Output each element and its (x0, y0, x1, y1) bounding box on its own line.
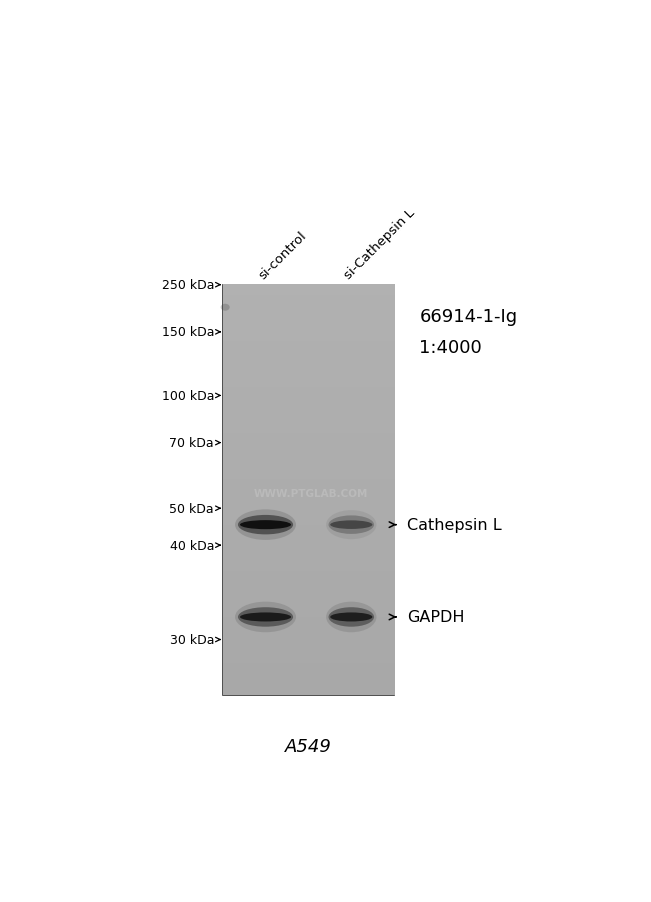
Text: 70 kDa: 70 kDa (169, 437, 214, 449)
Text: 40 kDa: 40 kDa (169, 539, 214, 552)
Text: Cathepsin L: Cathepsin L (407, 518, 501, 532)
Ellipse shape (238, 608, 293, 627)
Text: 66914-1-Ig: 66914-1-Ig (419, 308, 518, 326)
Bar (223, 285, 394, 695)
Text: 100 kDa: 100 kDa (161, 390, 214, 402)
Text: GAPDH: GAPDH (407, 610, 464, 625)
Ellipse shape (221, 304, 230, 311)
Text: si-Cathepsin L: si-Cathepsin L (342, 207, 418, 281)
Ellipse shape (329, 608, 374, 627)
Ellipse shape (235, 510, 296, 540)
Text: si-control: si-control (256, 229, 309, 281)
Text: WWW.PTGLAB.COM: WWW.PTGLAB.COM (254, 489, 368, 499)
Ellipse shape (329, 516, 374, 534)
Ellipse shape (330, 520, 372, 529)
Text: 30 kDa: 30 kDa (169, 633, 214, 647)
Ellipse shape (326, 511, 376, 539)
Text: 150 kDa: 150 kDa (161, 326, 214, 339)
Text: 250 kDa: 250 kDa (161, 279, 214, 292)
Ellipse shape (240, 520, 291, 529)
Ellipse shape (240, 612, 291, 621)
Ellipse shape (326, 602, 376, 632)
Ellipse shape (238, 515, 293, 535)
Ellipse shape (235, 602, 296, 632)
Text: 1:4000: 1:4000 (419, 339, 482, 357)
Text: A549: A549 (285, 737, 332, 755)
Ellipse shape (330, 612, 372, 621)
Text: 50 kDa: 50 kDa (169, 502, 214, 515)
